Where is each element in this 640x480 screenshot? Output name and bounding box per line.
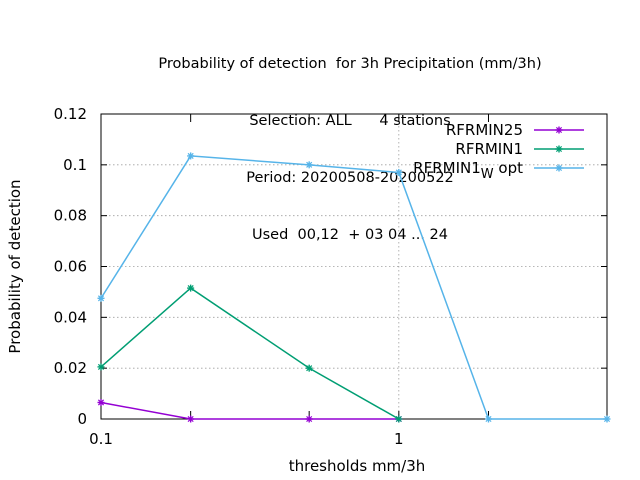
data-point — [395, 415, 403, 423]
grid-lines — [101, 114, 607, 419]
legend-item: RFRMIN1 — [455, 140, 584, 158]
x-tick-label: 0.1 — [89, 430, 113, 448]
series-line — [100, 155, 607, 420]
data-point — [395, 168, 403, 176]
data-point — [187, 415, 195, 423]
y-tick-label: 0.04 — [54, 308, 87, 326]
title-line-2: Selection: ALL 4 stations — [249, 113, 451, 129]
y-tick-label: 0.08 — [54, 207, 87, 225]
legend-item: RFRMIN25 — [446, 121, 584, 139]
y-tick-label: 0.06 — [54, 258, 87, 276]
series-group — [97, 152, 611, 423]
legend-item: RFRMIN1W opt — [413, 159, 584, 182]
series-rfrmin1 — [97, 284, 403, 423]
data-point — [97, 294, 105, 302]
data-point — [187, 284, 195, 292]
series-line — [100, 287, 400, 420]
data-point — [305, 161, 313, 169]
y-tick-label: 0.1 — [63, 156, 87, 174]
legend-label: RFRMIN1W opt — [413, 159, 523, 182]
data-point — [555, 126, 563, 134]
data-point — [484, 415, 492, 423]
axis-ticks: 0 0.02 0.04 0.06 0.08 0.1 0.12 0.1 1 — [54, 105, 608, 448]
y-axis-label: Probability of detection — [6, 179, 24, 353]
title-line-4: Used 00,12 + 03 04 ... 24 — [251, 227, 448, 243]
title-line-3: Period: 20200508-20200522 — [246, 170, 454, 186]
data-point — [555, 145, 563, 153]
chart-title: Probability of detection for 3h Precipit… — [0, 17, 640, 264]
y-tick-label: 0.02 — [54, 359, 87, 377]
data-point — [97, 398, 105, 406]
data-point — [555, 164, 563, 172]
x-axis-label: thresholds mm/3h — [289, 457, 426, 475]
y-tick-label: 0.12 — [54, 105, 87, 123]
title-line-1: Probability of detection for 3h Precipit… — [158, 56, 542, 72]
legend-label: RFRMIN1 — [455, 140, 523, 158]
series-line — [100, 401, 399, 420]
series-rfrmin1w-opt — [97, 152, 611, 423]
data-point — [603, 415, 611, 423]
data-point — [187, 152, 195, 160]
legend-label: RFRMIN25 — [446, 121, 523, 139]
y-tick-label: 0 — [77, 410, 87, 428]
data-point — [305, 415, 313, 423]
data-point — [305, 364, 313, 372]
x-tick-label: 1 — [394, 430, 404, 448]
data-point — [97, 363, 105, 371]
